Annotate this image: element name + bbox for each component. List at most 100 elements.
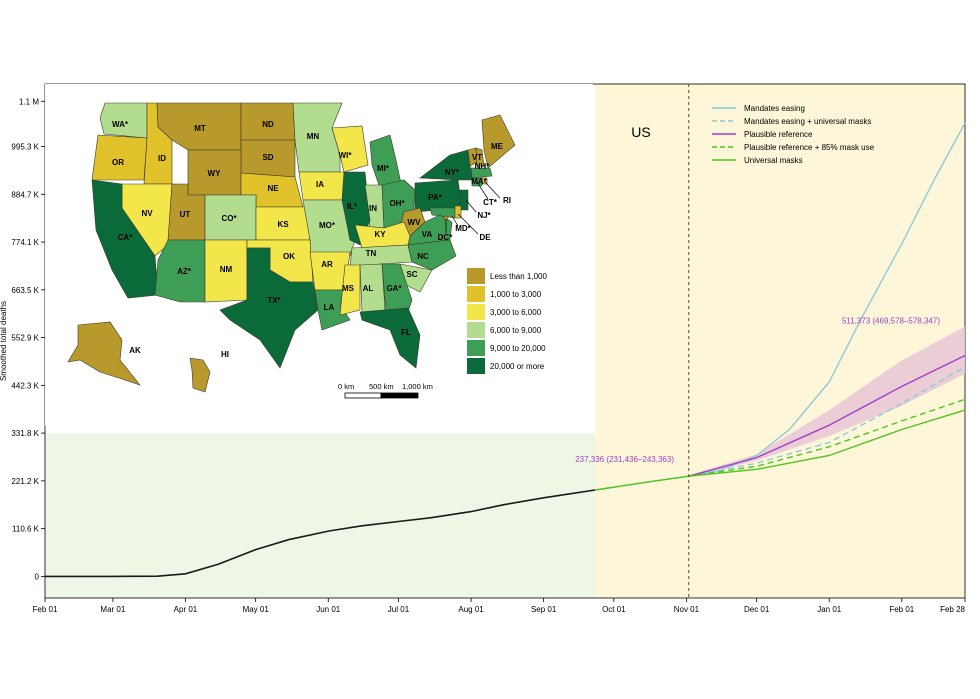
state-label: NM <box>220 265 233 274</box>
state-WI <box>331 125 369 173</box>
state-label: TX* <box>267 296 281 305</box>
map-legend-swatch <box>467 286 485 302</box>
map-legend-label: Less than 1,000 <box>490 272 547 281</box>
state-label: MO* <box>319 221 336 230</box>
x-tick-label: Aug 01 <box>458 605 484 614</box>
map-legend-label: 3,000 to 6,000 <box>490 308 542 317</box>
state-label: SC <box>406 270 417 279</box>
scale-label-0: 0 km <box>338 382 354 391</box>
y-tick-label: 884.7 K <box>11 190 39 199</box>
leader-line <box>465 199 477 213</box>
state-HI <box>189 357 211 393</box>
state-label: WI* <box>339 151 353 160</box>
state-MA <box>470 167 493 179</box>
annotation-current-deaths: 237,336 (231,436–243,363) <box>575 455 674 464</box>
state-label: MN <box>307 132 320 141</box>
y-tick-label: 442.3 K <box>11 381 39 390</box>
state-label: AZ* <box>177 267 192 276</box>
state-label: NV <box>141 209 153 218</box>
state-label: MI* <box>377 164 390 173</box>
chart-legend: Mandates easing Mandates easing + univers… <box>712 104 875 165</box>
map-legend-swatch <box>467 304 485 320</box>
y-tick-label: 331.8 K <box>11 429 39 438</box>
uncertainty-band <box>688 326 965 478</box>
map-legend-swatch <box>467 340 485 356</box>
state-label: ME <box>491 142 504 151</box>
projection-period-background <box>595 84 965 598</box>
state-label: UT <box>180 210 191 219</box>
state-MN <box>292 102 343 173</box>
x-tick-label: Jan 01 <box>817 605 842 614</box>
state-label: AL <box>363 284 374 293</box>
state-label: AR <box>321 260 333 269</box>
state-label: ND <box>262 120 274 129</box>
state-label: DC* <box>438 233 454 242</box>
state-label: LA <box>324 303 335 312</box>
map-scale-bar: 0 km 500 km 1,000 km <box>338 382 433 399</box>
map-legend-label: 6,000 to 9,000 <box>490 326 542 335</box>
y-axis-label: Smoothed total deaths <box>0 301 8 381</box>
state-label: IA <box>316 180 324 189</box>
state-TN <box>349 244 413 267</box>
series-line <box>688 398 966 477</box>
state-label: RI <box>503 196 511 205</box>
state-GA <box>381 263 413 313</box>
x-tick-label: Oct 01 <box>602 605 626 614</box>
x-tick-label: Sep 01 <box>531 605 557 614</box>
x-tick-label: Dec 01 <box>744 605 770 614</box>
legend-label: Universal masks <box>744 156 803 165</box>
state-label: NJ* <box>477 211 491 220</box>
state-label: WV <box>408 218 422 227</box>
map-legend-label: 1,000 to 3,000 <box>490 290 542 299</box>
state-TX <box>219 247 319 369</box>
state-label: OH* <box>389 199 405 208</box>
state-label: FL <box>401 328 411 337</box>
x-tick-label: Feb 01 <box>889 605 914 614</box>
state-label: IL* <box>347 202 358 211</box>
state-label: PA* <box>428 193 443 202</box>
state-label: KY <box>374 230 386 239</box>
y-tick-label: 1.1 M <box>19 97 39 106</box>
y-tick-label: 663.5 K <box>11 286 39 295</box>
state-label: MT <box>194 124 206 133</box>
x-tick-label: Mar 01 <box>100 605 125 614</box>
state-label: OK <box>283 252 295 261</box>
map-legend: Less than 1,000 1,000 to 3,000 3,000 to … <box>467 268 547 374</box>
series-line <box>688 354 966 477</box>
x-tick-label: Nov 01 <box>674 605 700 614</box>
state-NH <box>475 147 485 167</box>
x-tick-label: Apr 01 <box>174 605 198 614</box>
series-layer <box>45 122 966 578</box>
state-label: NC <box>417 252 429 261</box>
state-label: NE <box>267 184 279 193</box>
state-label: ID <box>158 154 166 163</box>
y-axis: 0 110.6 K 221.2 K 331.8 K 442.3 K 552.9 K 663.… <box>11 97 45 581</box>
state-FL <box>359 307 421 369</box>
state-label: AK <box>129 346 141 355</box>
x-tick-label: Jul 01 <box>388 605 410 614</box>
series-line <box>688 366 966 477</box>
legend-label: Mandates easing <box>744 104 805 113</box>
y-tick-label: 774.1 K <box>11 238 39 247</box>
state-label: CO* <box>221 214 237 223</box>
state-label: NY* <box>445 168 460 177</box>
state-label: NH* <box>475 162 491 171</box>
map-legend-label: 20,000 or more <box>490 362 545 371</box>
leader-line <box>451 215 459 227</box>
map-legend-label: 9,000 to 20,000 <box>490 344 546 353</box>
map-legend-swatch <box>467 358 485 374</box>
state-label: KS <box>277 220 289 229</box>
legend-label: Plausible reference + 85% mask use <box>744 143 875 152</box>
state-label: IN <box>369 204 377 213</box>
state-DE <box>454 205 462 219</box>
state-WA <box>99 102 148 139</box>
state-label: DE <box>479 233 491 242</box>
map-legend-swatch <box>467 268 485 284</box>
state-label: SD <box>262 153 273 162</box>
x-tick-label: Jun 01 <box>316 605 341 614</box>
x-tick-label: May 01 <box>243 605 270 614</box>
y-tick-label: 221.2 K <box>11 477 39 486</box>
series-line <box>45 489 596 578</box>
leader-line <box>457 213 479 235</box>
